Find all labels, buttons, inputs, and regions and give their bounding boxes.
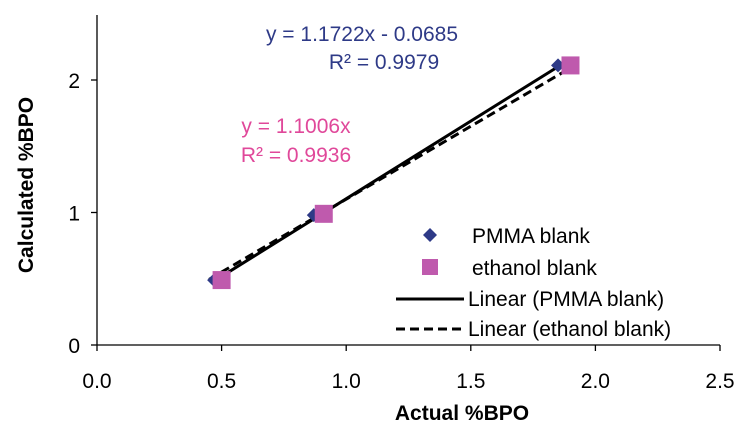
y-tick-label: 1 <box>68 203 80 226</box>
x-axis-ticks: 0.0 0.5 1.0 1.5 2.0 2.5 <box>82 345 735 393</box>
data-points <box>207 56 580 290</box>
pmma-r2: R² = 0.9979 <box>329 51 439 74</box>
x-axis-title: Actual %BPO <box>395 402 529 425</box>
y-tick-label: 0 <box>68 335 80 358</box>
legend-diamond-marker <box>423 228 437 242</box>
legend: PMMA blank ethanol blank Linear (PMMA bl… <box>396 225 671 341</box>
trendline-pmma-blank <box>213 59 569 283</box>
legend-label-linear-ethanol: Linear (ethanol blank) <box>468 318 671 341</box>
legend-label-pmma-blank: PMMA blank <box>472 225 590 248</box>
trendline-ethanol-blank <box>208 62 579 281</box>
ethanol-blank-point <box>212 271 231 290</box>
legend-square-marker <box>422 259 438 275</box>
pmma-equation: y = 1.1722x - 0.0685 <box>266 23 458 46</box>
x-tick-label: 1.0 <box>332 370 361 393</box>
y-axis-title: Calculated %BPO <box>15 97 38 273</box>
trendlines <box>208 59 579 283</box>
x-tick-label: 2.5 <box>705 370 734 393</box>
x-tick-label: 1.5 <box>456 370 485 393</box>
legend-entry-ethanol-blank: ethanol blank <box>422 257 597 280</box>
ethanol-r2: R² = 0.9936 <box>241 144 351 167</box>
x-tick-label: 0.5 <box>207 370 236 393</box>
ethanol-blank-point <box>314 204 333 223</box>
legend-label-linear-pmma: Linear (PMMA blank) <box>468 288 664 311</box>
legend-entry-linear-ethanol: Linear (ethanol blank) <box>396 318 671 341</box>
ethanol-blank-point <box>561 56 580 75</box>
legend-label-ethanol-blank: ethanol blank <box>472 257 597 280</box>
y-axis-ticks: 0 1 2 <box>68 70 97 358</box>
x-tick-label: 2.0 <box>581 370 610 393</box>
y-tick-label: 2 <box>68 70 80 93</box>
x-tick-label: 0.0 <box>82 370 111 393</box>
legend-entry-pmma-blank: PMMA blank <box>423 225 590 248</box>
ethanol-equation: y = 1.1006x <box>241 115 351 138</box>
legend-entry-linear-pmma: Linear (PMMA blank) <box>396 288 664 311</box>
